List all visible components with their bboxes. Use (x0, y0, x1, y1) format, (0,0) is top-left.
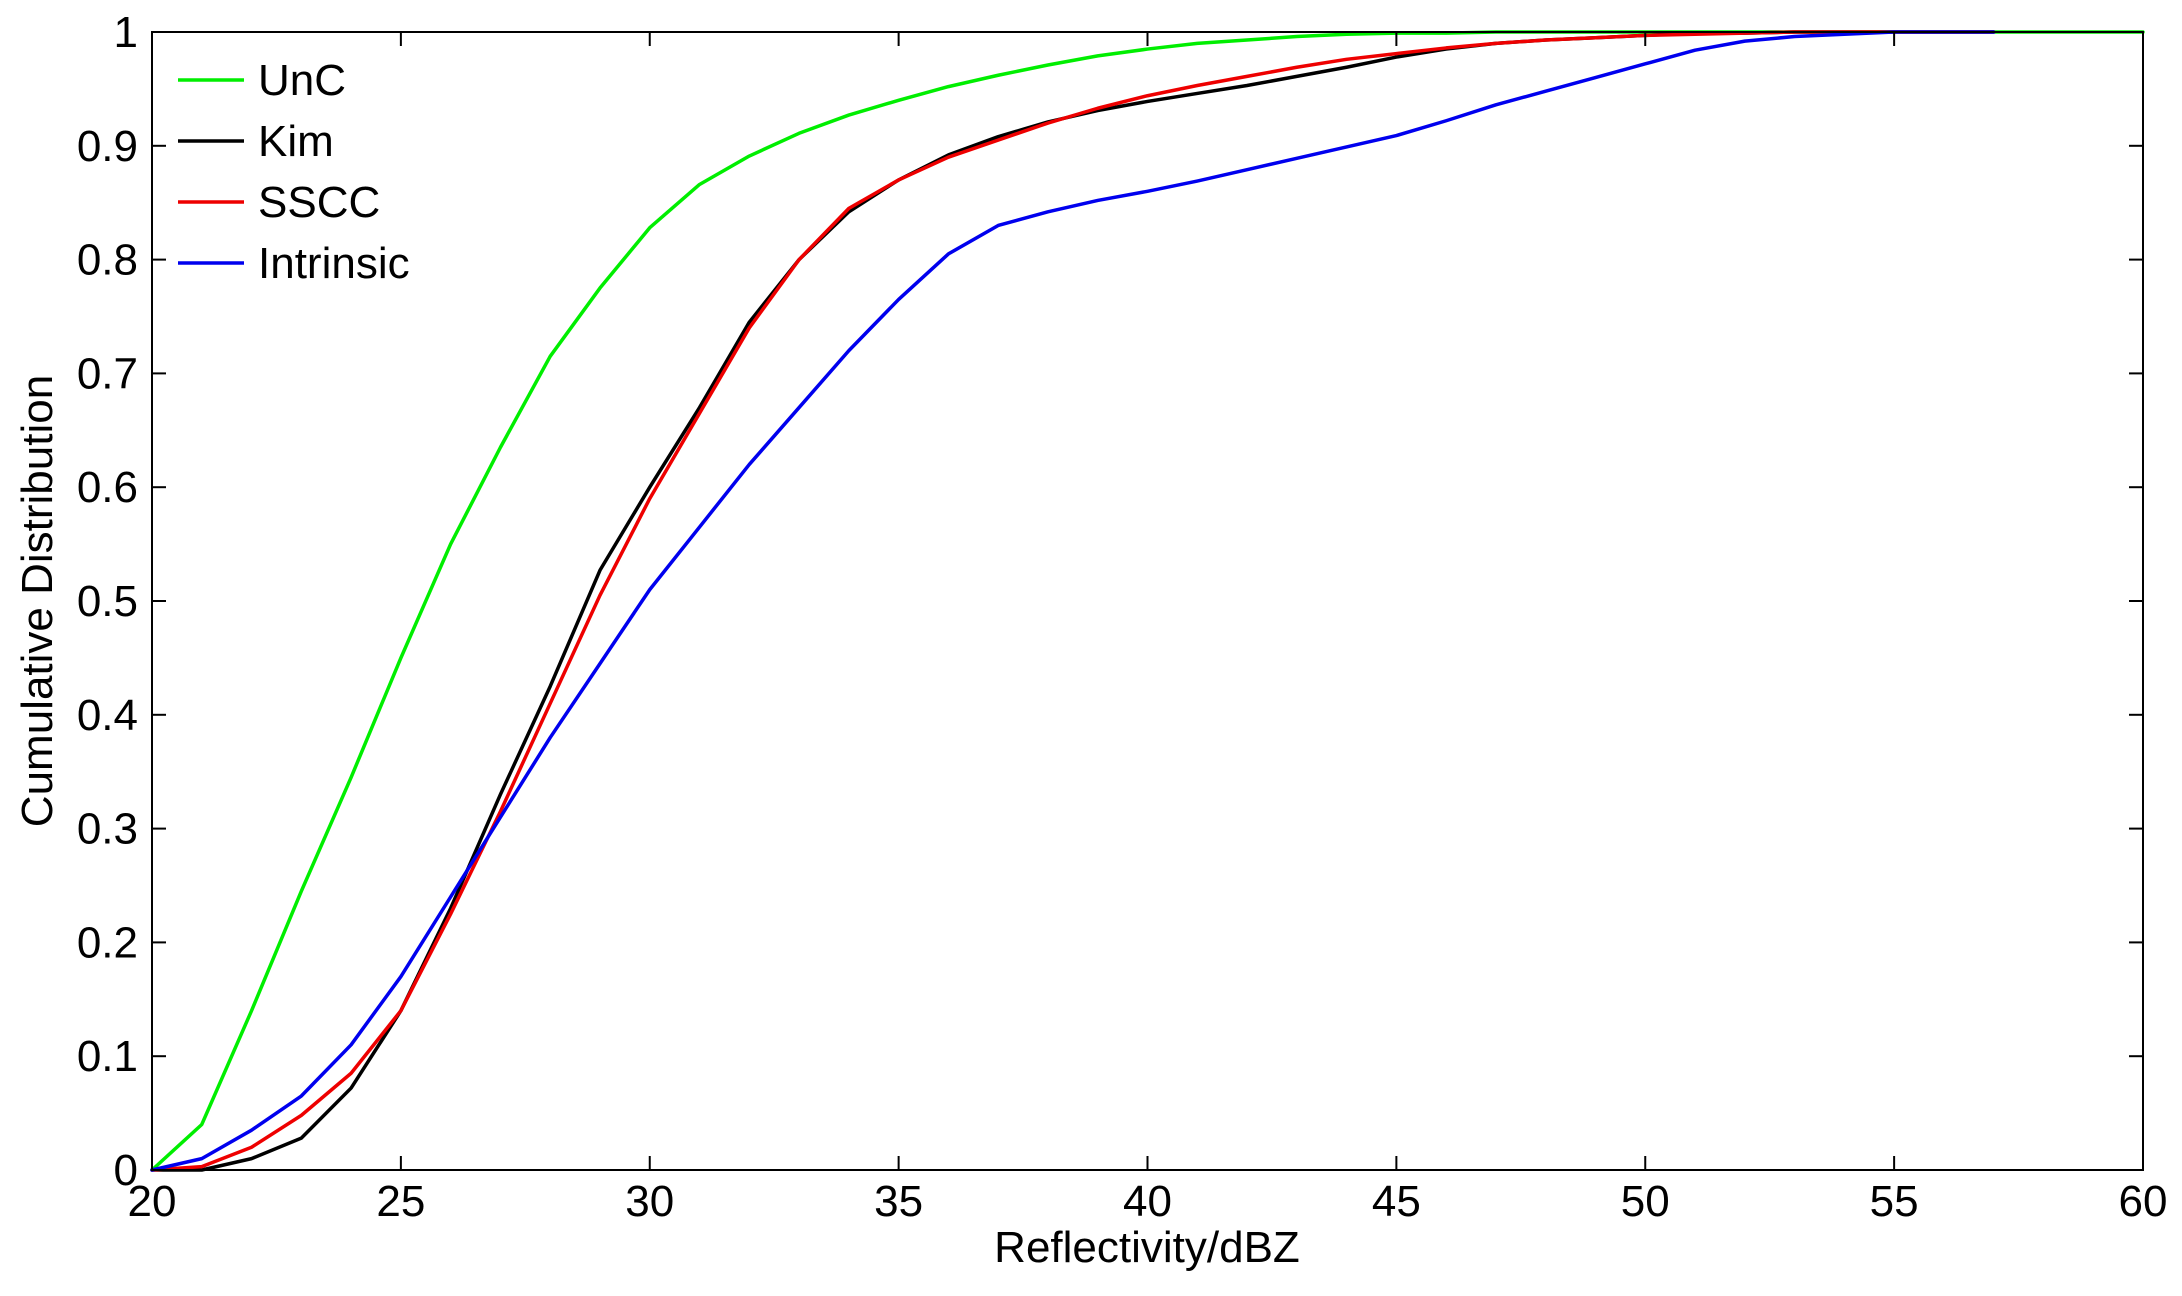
y-tick-label: 0.9 (77, 122, 138, 171)
y-axis-title: Cumulative Distribution (13, 375, 62, 827)
x-tick-label: 45 (1372, 1177, 1421, 1226)
y-tick-label: 0.3 (77, 805, 138, 854)
legend-label-intrinsic: Intrinsic (258, 239, 410, 288)
y-tick-label: 0.4 (77, 691, 138, 740)
series-line-intrinsic (150, 30, 1996, 1172)
y-tick-label: 0.8 (77, 236, 138, 285)
x-tick-label: 20 (128, 1177, 177, 1226)
y-tick-label: 0.7 (77, 349, 138, 398)
y-tick-label: 0.1 (77, 1032, 138, 1081)
legend-label-kim: Kim (258, 117, 334, 166)
y-tick-label: 0.5 (77, 577, 138, 626)
x-tick-label: 25 (376, 1177, 425, 1226)
y-tick-label: 0 (114, 1146, 138, 1195)
x-tick-label: 35 (874, 1177, 923, 1226)
y-tick-label: 1 (114, 8, 138, 57)
y-tick-label: 0.2 (77, 918, 138, 967)
y-tick-label: 0.6 (77, 463, 138, 512)
plot-background (152, 32, 2143, 1170)
x-axis-title: Reflectivity/dBZ (994, 1223, 1300, 1272)
x-tick-label: 40 (1123, 1177, 1172, 1226)
tick-layer: 20 25 30 35 40 45 50 55 60 0 0.1 0.2 0.3 0.4 0.5 0.6 0.7… (77, 8, 2168, 1226)
legend-label-unc: UnC (258, 56, 346, 105)
x-tick-label: 60 (2119, 1177, 2168, 1226)
x-tick-label: 50 (1621, 1177, 1670, 1226)
series-line-sscc (150, 30, 1996, 1172)
legend: UnC Kim SSCC Intrinsic (178, 56, 410, 288)
x-tick-label: 30 (625, 1177, 674, 1226)
x-tick-label: 55 (1870, 1177, 1919, 1226)
legend-label-sscc: SSCC (258, 178, 380, 227)
